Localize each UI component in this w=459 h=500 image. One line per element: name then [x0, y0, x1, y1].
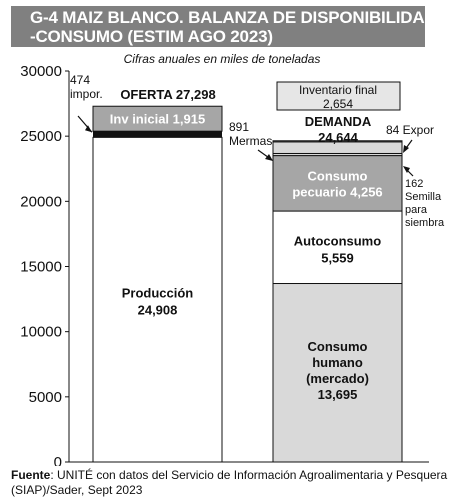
label-inventario-final-line-2: 2,654: [323, 97, 353, 111]
label-autoconsumo-line-1: Autoconsumo: [294, 233, 381, 248]
label-consumo-humano-line-1: Consumo: [308, 339, 368, 354]
label-consumo-humano-line-3: (mercado): [306, 371, 369, 386]
header-oferta: OFERTA 27,298: [120, 87, 215, 102]
callout-importaciones-line-1: 474: [70, 73, 90, 87]
source-note: Fuente: UNITÉ con datos del Servicio de …: [11, 468, 451, 498]
y-tick-label-30000: 30000: [20, 63, 62, 80]
y-tick-label-20000: 20000: [20, 193, 62, 210]
label-inventario-final-line-1: Inventario final: [299, 83, 377, 97]
label-consumo-pecuario-line-1: Consumo: [308, 168, 368, 183]
source-label: Fuente: [11, 468, 51, 482]
y-tick-label-25000: 25000: [20, 128, 62, 145]
arrowhead-mermas: [265, 154, 273, 161]
bar-demanda-exportaciones: [272, 140, 403, 143]
bar-demanda-autoconsumo: [272, 210, 403, 285]
header-demanda-line-1: DEMANDA: [305, 114, 372, 129]
label-consumo-humano-line-4: 13,695: [318, 387, 358, 402]
y-tick-label-0: 0: [54, 454, 62, 466]
label-produccion-line-2: 24,908: [138, 303, 178, 318]
arrowhead-semilla: [403, 166, 410, 173]
callout-semilla-line-2: Semilla: [405, 191, 442, 203]
label-inv-inicial-line-1: Inv inicial 1,915: [110, 112, 205, 127]
bar-oferta-produccion: [92, 136, 223, 463]
callout-semilla-line-3: para: [405, 204, 428, 216]
chart: Cifras anuales en miles de toneladas 0 500…: [20, 52, 445, 466]
label-consumo-pecuario-line-2: pecuario 4,256: [292, 184, 382, 199]
bar-oferta-inv-inicial: [92, 105, 223, 132]
label-consumo-humano-line-2: humano: [312, 355, 363, 370]
callout-exportaciones-line-1: 84 Expor: [386, 123, 434, 137]
source-text: : UNITÉ con datos del Servicio de Inform…: [11, 468, 448, 497]
label-autoconsumo-line-2: 5,559: [321, 250, 354, 265]
callout-semilla-line-4: siembra: [405, 217, 445, 229]
arrowhead-exportaciones: [403, 145, 409, 153]
chart-title-line-2: -CONSUMO (ESTIM AGO 2023): [30, 27, 273, 46]
y-tick-label-15000: 15000: [20, 259, 62, 276]
callout-mermas-line-1: 891: [229, 120, 249, 134]
callout-mermas-line-2: Mermas: [229, 134, 272, 148]
label-produccion-line-1: Producción: [122, 286, 194, 301]
y-tick-label-10000: 10000: [20, 324, 62, 341]
chart-title-line-1: G-4 MAIZ BLANCO. BALANZA DE DISPONIBILID…: [30, 8, 437, 27]
bar-demanda-consumo-pecuario: [272, 155, 403, 212]
y-tick-label-5000: 5000: [29, 389, 62, 406]
callout-importaciones-line-2: impor.: [70, 87, 103, 101]
title-banner: G-4 MAIZ BLANCO. BALANZA DE DISPONIBILID…: [11, 6, 437, 47]
callout-semilla-line-1: 162: [405, 178, 423, 190]
chart-subtitle: Cifras anuales en miles de toneladas: [124, 52, 321, 66]
header-demanda-line-2: 24,644: [318, 130, 359, 145]
arrowhead-importaciones: [85, 125, 92, 133]
box-inventario-final: [276, 81, 401, 111]
bar-oferta-importaciones: [93, 131, 222, 138]
